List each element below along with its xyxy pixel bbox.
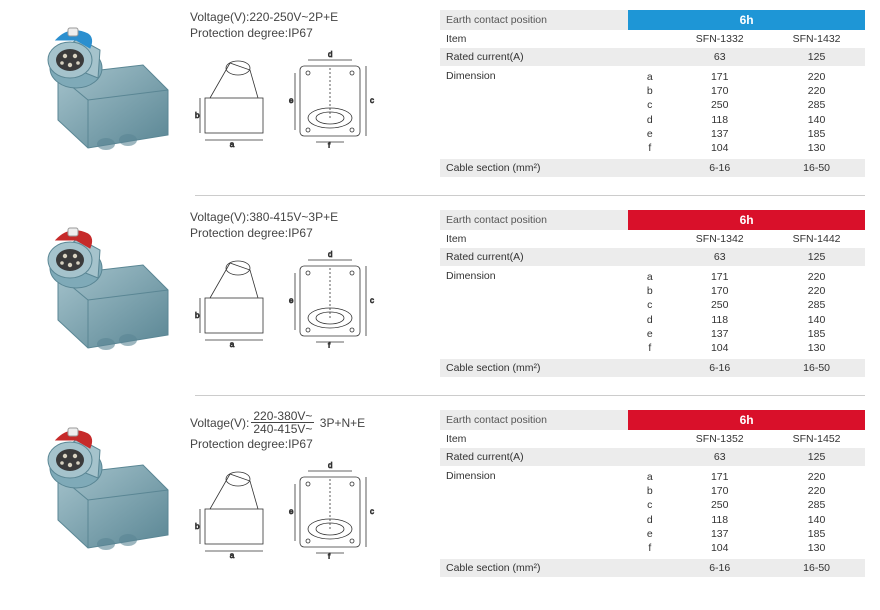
svg-text:b: b — [195, 311, 200, 320]
svg-text:b: b — [195, 111, 200, 120]
dimension-label: Dimension — [440, 466, 628, 559]
dimension-col-1: 171170250118137104 — [671, 66, 768, 159]
product-image — [28, 420, 178, 550]
rated-2: 125 — [768, 48, 865, 66]
cable-1: 6-16 — [671, 159, 768, 177]
earth-contact-label: Earth contact position — [440, 10, 628, 30]
svg-text:d: d — [328, 250, 332, 259]
cable-1: 6-16 — [671, 359, 768, 377]
item-label: Item — [440, 30, 628, 48]
voltage-line: Voltage(V): 220-380V~240-415V~ 3P+N+E — [190, 410, 430, 435]
rated-2: 125 — [768, 248, 865, 266]
voltage-line: Voltage(V):220-250V~2P+E — [190, 10, 430, 24]
dimension-keys: abcdef — [628, 66, 671, 159]
dimension-col-2: 220220285140185130 — [768, 266, 865, 359]
cable-section-label: Cable section (mm²) — [440, 159, 628, 177]
item-1: SFN-1352 — [671, 430, 768, 448]
rated-1: 63 — [671, 248, 768, 266]
dimension-keys: abcdef — [628, 266, 671, 359]
dimension-keys: abcdef — [628, 466, 671, 559]
earth-contact-value: 6h — [628, 210, 865, 230]
rated-current-label: Rated current(A) — [440, 48, 628, 66]
product-image-col — [15, 210, 190, 360]
rated-current-label: Rated current(A) — [440, 448, 628, 466]
earth-contact-label: Earth contact position — [440, 210, 628, 230]
cable-2: 16-50 — [768, 559, 865, 577]
dimension-label: Dimension — [440, 266, 628, 359]
item-1: SFN-1332 — [671, 30, 768, 48]
svg-text:e: e — [289, 296, 294, 305]
protection-line: Protection degree:IP67 — [190, 226, 430, 240]
voltage-line: Voltage(V):380-415V~3P+E — [190, 210, 430, 224]
rated-2: 125 — [768, 448, 865, 466]
cable-2: 16-50 — [768, 159, 865, 177]
dimension-col-2: 220220285140185130 — [768, 66, 865, 159]
rated-1: 63 — [671, 48, 768, 66]
spec-table: Earth contact position 6h Item SFN-1342 … — [440, 210, 865, 377]
svg-text:c: c — [370, 507, 374, 516]
specs-col: Voltage(V):220-250V~2P+E Protection degr… — [190, 10, 440, 151]
protection-line: Protection degree:IP67 — [190, 437, 430, 451]
svg-text:c: c — [370, 296, 374, 305]
svg-text:d: d — [328, 50, 332, 59]
spec-table: Earth contact position 6h Item SFN-1332 … — [440, 10, 865, 177]
spec-table: Earth contact position 6h Item SFN-1352 … — [440, 410, 865, 577]
item-label: Item — [440, 430, 628, 448]
svg-text:a: a — [230, 551, 235, 559]
svg-text:e: e — [289, 507, 294, 516]
product-row: Voltage(V):220-250V~2P+E Protection degr… — [15, 10, 865, 177]
dimension-diagram: a b c d e f — [190, 459, 390, 559]
earth-contact-value: 6h — [628, 10, 865, 30]
svg-text:b: b — [195, 522, 200, 531]
table-col: Earth contact position 6h Item SFN-1342 … — [440, 210, 865, 377]
product-image — [28, 20, 178, 150]
section-divider — [195, 195, 865, 196]
item-2: SFN-1432 — [768, 30, 865, 48]
protection-line: Protection degree:IP67 — [190, 26, 430, 40]
cable-2: 16-50 — [768, 359, 865, 377]
item-1: SFN-1342 — [671, 230, 768, 248]
product-image-col — [15, 10, 190, 160]
item-2: SFN-1452 — [768, 430, 865, 448]
product-image-col — [15, 410, 190, 560]
product-row: Voltage(V): 220-380V~240-415V~ 3P+N+E Pr… — [15, 410, 865, 577]
table-col: Earth contact position 6h Item SFN-1352 … — [440, 410, 865, 577]
dimension-label: Dimension — [440, 66, 628, 159]
item-2: SFN-1442 — [768, 230, 865, 248]
dimension-col-1: 171170250118137104 — [671, 466, 768, 559]
specs-col: Voltage(V): 220-380V~240-415V~ 3P+N+E Pr… — [190, 410, 440, 562]
product-row: Voltage(V):380-415V~3P+E Protection degr… — [15, 210, 865, 377]
earth-contact-value: 6h — [628, 410, 865, 430]
svg-text:c: c — [370, 96, 374, 105]
item-label: Item — [440, 230, 628, 248]
section-divider — [195, 395, 865, 396]
svg-text:e: e — [289, 96, 294, 105]
svg-text:d: d — [328, 461, 332, 470]
product-image — [28, 220, 178, 350]
earth-contact-label: Earth contact position — [440, 410, 628, 430]
specs-col: Voltage(V):380-415V~3P+E Protection degr… — [190, 210, 440, 351]
table-col: Earth contact position 6h Item SFN-1332 … — [440, 10, 865, 177]
cable-section-label: Cable section (mm²) — [440, 559, 628, 577]
dimension-diagram: a b c d e f — [190, 248, 390, 348]
dimension-col-2: 220220285140185130 — [768, 466, 865, 559]
rated-1: 63 — [671, 448, 768, 466]
rated-current-label: Rated current(A) — [440, 248, 628, 266]
svg-text:a: a — [230, 340, 235, 348]
cable-1: 6-16 — [671, 559, 768, 577]
svg-text:a: a — [230, 140, 235, 148]
dimension-diagram: a b c d e f — [190, 48, 390, 148]
cable-section-label: Cable section (mm²) — [440, 359, 628, 377]
dimension-col-1: 171170250118137104 — [671, 266, 768, 359]
